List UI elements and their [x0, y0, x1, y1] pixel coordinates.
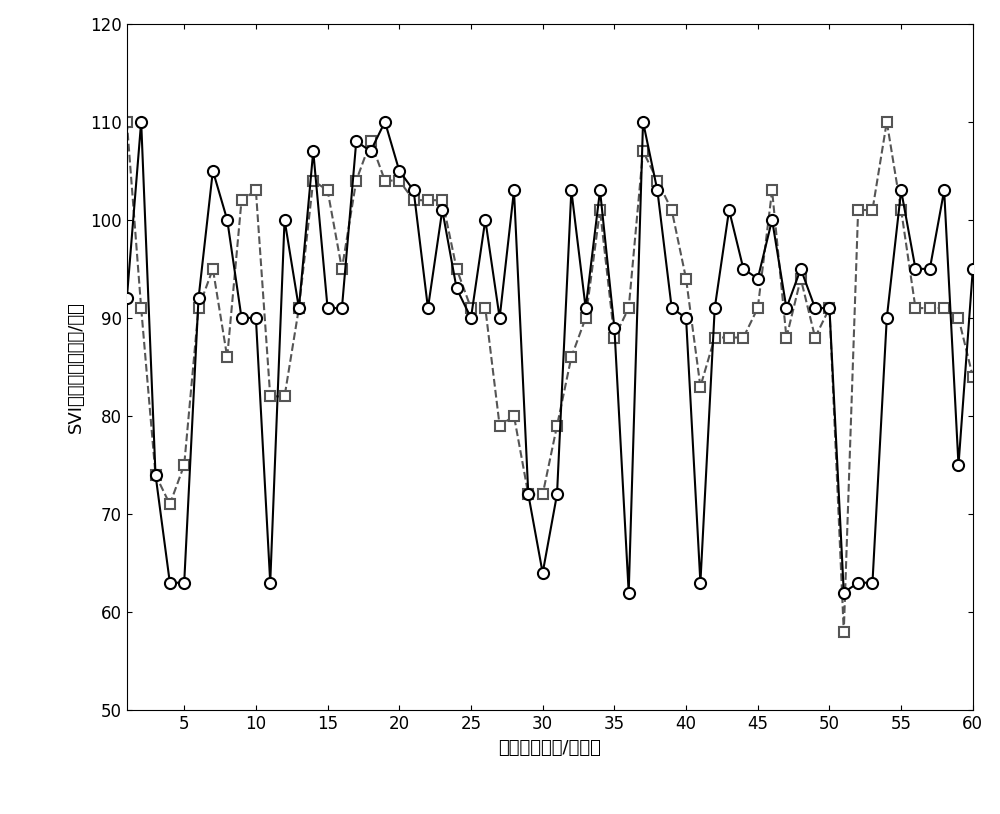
X-axis label: 样本序号（天/样本）: 样本序号（天/样本）	[498, 738, 601, 757]
Y-axis label: SVI拟合结果（毫升/克）: SVI拟合结果（毫升/克）	[67, 301, 85, 433]
